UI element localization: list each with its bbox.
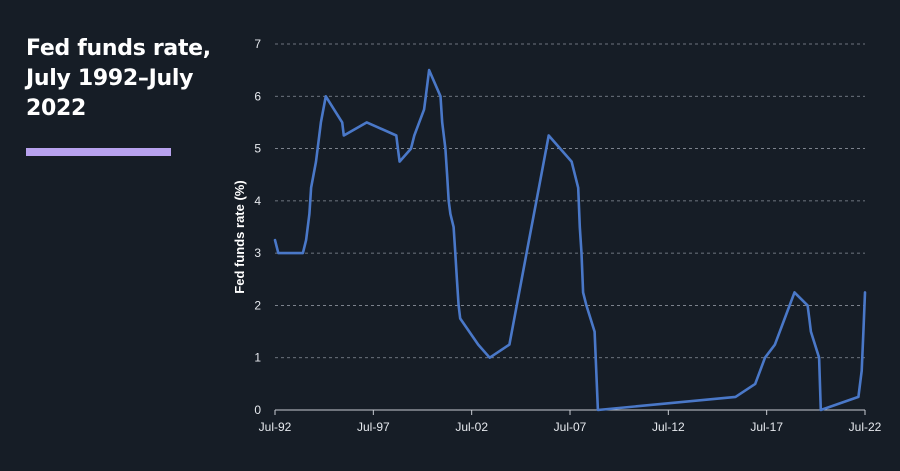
x-tick-label: Jul-02 (455, 420, 488, 434)
x-tick-label: Jul-07 (554, 420, 587, 434)
chart-title: Fed funds rate, July 1992–July 2022 (26, 36, 211, 121)
y-tick-label: 6 (254, 89, 261, 103)
x-tick-label: Jul-12 (652, 420, 685, 434)
title-accent-bar (26, 148, 171, 156)
y-axis-title: Fed funds rate (%) (232, 180, 247, 293)
y-tick-label: 3 (254, 246, 261, 260)
y-tick-label: 7 (254, 37, 261, 51)
y-tick-label: 4 (254, 194, 261, 208)
x-tick-label: Jul-17 (750, 420, 783, 434)
series-line (273, 68, 867, 412)
x-tick-label: Jul-97 (357, 420, 390, 434)
y-tick-label: 2 (254, 298, 261, 312)
y-tick-label: 1 (254, 351, 261, 365)
y-tick-label: 5 (254, 142, 261, 156)
x-tick-label: Jul-22 (849, 420, 882, 434)
y-tick-label: 0 (254, 403, 261, 417)
x-tick-label: Jul-92 (259, 420, 292, 434)
